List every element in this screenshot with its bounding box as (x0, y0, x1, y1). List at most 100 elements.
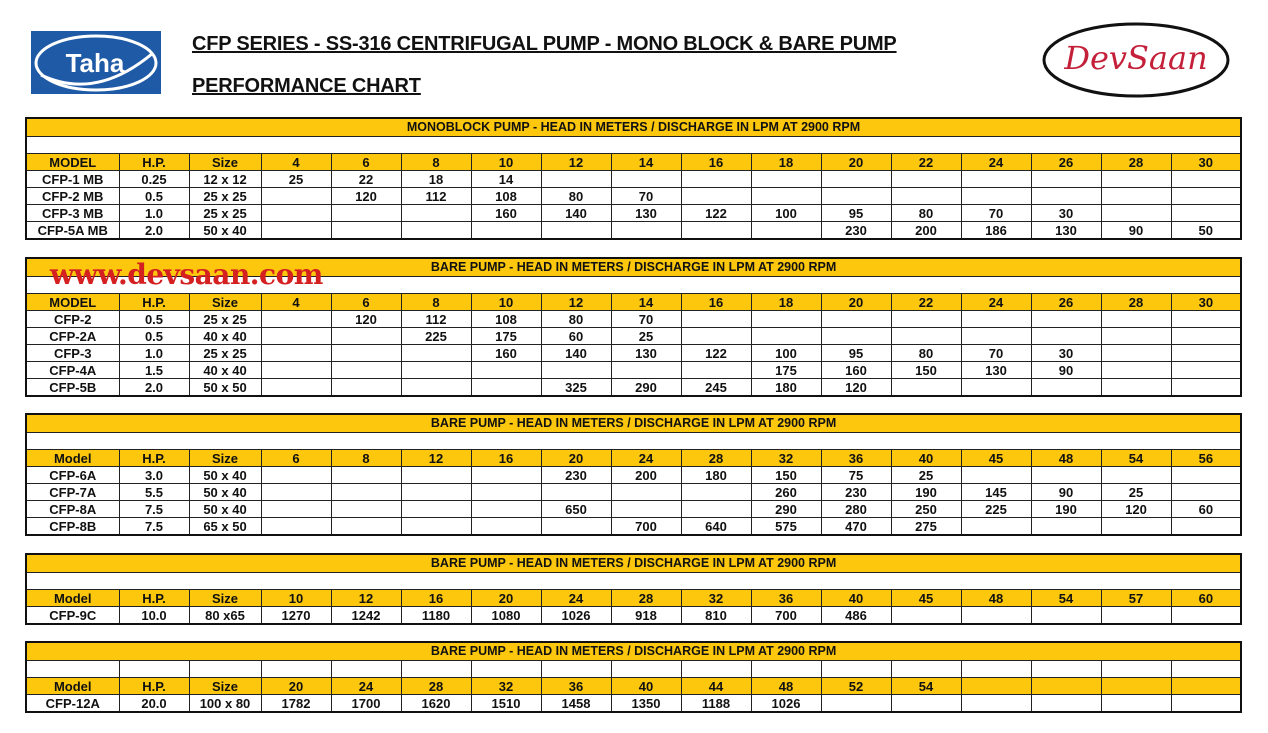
blank-cell (751, 432, 821, 450)
blank-cell (961, 136, 1031, 154)
discharge-cell (680, 170, 752, 188)
taha-logo-text: Taha (66, 48, 125, 78)
blank-cell (401, 432, 471, 450)
header-row: Model H.P. Size 20 24 28 32 36 40 44 48 52 54 (25, 677, 1242, 695)
discharge-cell (330, 466, 402, 484)
discharge-cell: 145 (960, 483, 1032, 501)
size-cell: 50 x 50 (188, 378, 262, 397)
discharge-cell: 90 (1100, 221, 1172, 240)
column-header: 28 (400, 677, 472, 695)
size-cell: 25 x 25 (188, 310, 262, 328)
table-caption: BARE PUMP - HEAD IN METERS / DISCHARGE I… (26, 642, 1242, 661)
discharge-cell: 90 (1030, 361, 1102, 379)
discharge-cell (330, 483, 402, 501)
column-header: 54 (1030, 589, 1102, 607)
blank-cell (891, 432, 961, 450)
discharge-cell (960, 466, 1032, 484)
model-cell: CFP-5A MB (25, 221, 120, 240)
size-cell: 100 x 80 (188, 694, 262, 713)
discharge-cell: 250 (890, 500, 962, 518)
performance-table: BARE PUMP - HEAD IN METERS / DISCHARGE I… (25, 641, 1243, 713)
discharge-cell (260, 187, 332, 205)
discharge-cell (330, 517, 402, 536)
table-caption: BARE PUMP - HEAD IN METERS / DISCHARGE I… (26, 554, 1242, 573)
column-header: Size (188, 293, 262, 311)
blank-row (26, 276, 1242, 294)
discharge-cell: 80 (890, 204, 962, 222)
column-header: 4 (260, 153, 332, 171)
blank-cell (751, 276, 821, 294)
hp-cell: 0.25 (118, 170, 190, 188)
discharge-cell (470, 483, 542, 501)
model-cell: CFP-2 (25, 310, 120, 328)
column-header: 60 (1170, 589, 1242, 607)
discharge-cell (960, 606, 1032, 625)
blank-cell (401, 572, 471, 590)
discharge-cell: 200 (890, 221, 962, 240)
discharge-cell (960, 694, 1032, 713)
blank-cell (890, 660, 962, 678)
discharge-cell (960, 170, 1032, 188)
column-header: 54 (1100, 449, 1172, 467)
performance-table: BARE PUMP - HEAD IN METERS / DISCHARGE I… (25, 553, 1243, 625)
discharge-cell: 122 (680, 344, 752, 362)
table-row: CFP-8B 7.5 65 x 50 700 640 575 470 275 (25, 517, 1242, 536)
discharge-cell (750, 187, 822, 205)
blank-cell (960, 660, 1032, 678)
discharge-cell: 160 (820, 361, 892, 379)
table-row: CFP-3 1.0 25 x 25 160 140 130 122 100 95 80 70 30 (25, 344, 1242, 362)
discharge-cell: 1782 (260, 694, 332, 713)
discharge-cell (610, 361, 682, 379)
discharge-cell (890, 170, 962, 188)
discharge-cell: 700 (610, 517, 682, 536)
discharge-cell (540, 170, 612, 188)
discharge-cell (330, 327, 402, 345)
discharge-cell: 14 (470, 170, 542, 188)
blank-row (25, 660, 1242, 678)
hp-cell: 1.0 (118, 204, 190, 222)
performance-table: MONOBLOCK PUMP - HEAD IN METERS / DISCHA… (25, 117, 1242, 240)
column-header: 20 (470, 589, 542, 607)
column-header: 48 (1030, 449, 1102, 467)
column-header: 24 (330, 677, 402, 695)
blank-cell (400, 660, 472, 678)
blank-cell (188, 660, 262, 678)
discharge-cell (1030, 466, 1102, 484)
discharge-cell (1100, 517, 1172, 536)
discharge-cell: 108 (470, 310, 542, 328)
column-header: Size (188, 589, 262, 607)
discharge-cell: 25 (610, 327, 682, 345)
discharge-cell (260, 361, 332, 379)
column-header: 4 (260, 293, 332, 311)
size-cell: 50 x 40 (188, 221, 262, 240)
discharge-cell (260, 378, 332, 397)
discharge-cell: 160 (470, 204, 542, 222)
discharge-cell (890, 694, 962, 713)
column-header: 54 (890, 677, 962, 695)
discharge-cell: 225 (400, 327, 472, 345)
discharge-cell (1170, 378, 1242, 397)
column-header: 14 (610, 153, 682, 171)
discharge-cell (1170, 344, 1242, 362)
discharge-cell: 1026 (750, 694, 822, 713)
blank-cell (1030, 660, 1102, 678)
column-header: 32 (470, 677, 542, 695)
table-row: CFP-6A 3.0 50 x 40 230 200 180 150 75 25 (25, 466, 1242, 484)
hp-cell: 0.5 (118, 327, 190, 345)
discharge-cell (1100, 378, 1172, 397)
discharge-cell (330, 204, 402, 222)
discharge-cell: 175 (750, 361, 822, 379)
discharge-cell: 70 (610, 187, 682, 205)
discharge-cell: 260 (750, 483, 822, 501)
column-header: 24 (960, 293, 1032, 311)
discharge-cell: 186 (960, 221, 1032, 240)
discharge-cell (330, 361, 402, 379)
discharge-cell: 640 (680, 517, 752, 536)
blank-cell (961, 432, 1031, 450)
discharge-cell: 90 (1030, 483, 1102, 501)
discharge-cell (960, 378, 1032, 397)
discharge-cell: 1080 (470, 606, 542, 625)
header-row: Model H.P. Size 6 8 12 16 20 24 28 32 36 40 45 48 54 56 (25, 449, 1242, 467)
discharge-cell: 80 (890, 344, 962, 362)
blank-cell (611, 432, 681, 450)
